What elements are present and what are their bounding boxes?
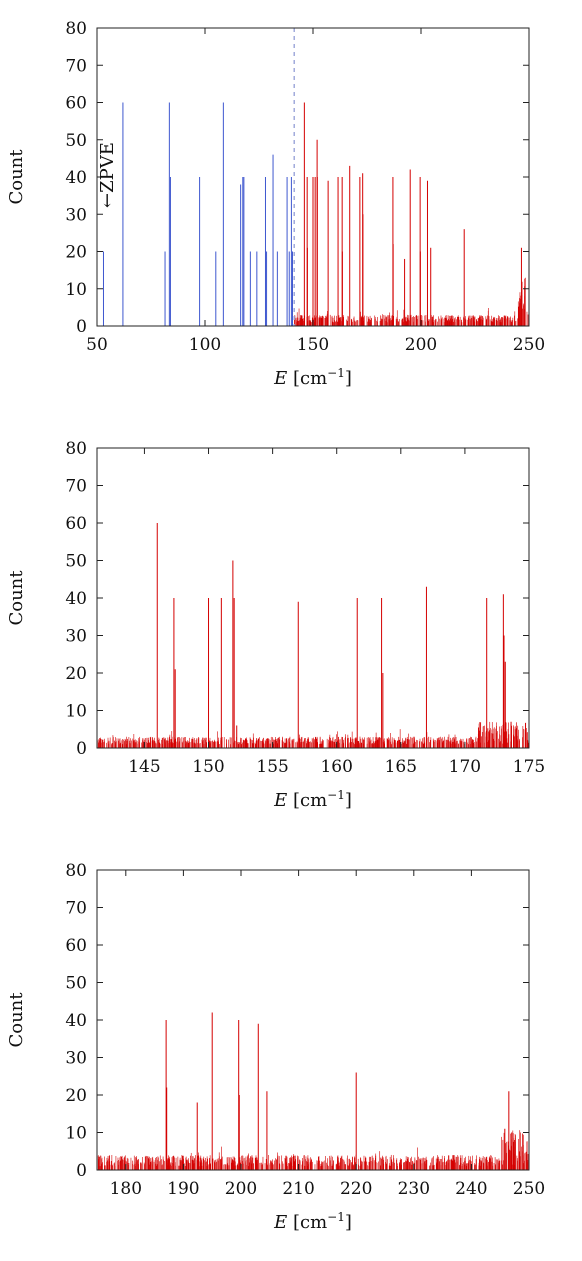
y-tick-label: 40 <box>65 589 87 609</box>
x-tick-label: 200 <box>405 335 437 355</box>
y-axis-label: Count <box>6 992 27 1048</box>
y-tick-label: 50 <box>65 974 87 994</box>
x-axis-label: E [cm−1] <box>273 788 352 811</box>
x-tick-label: 150 <box>192 757 224 777</box>
y-tick-label: 0 <box>76 1161 87 1181</box>
x-tick-label: 180 <box>110 1179 142 1199</box>
plot-area <box>102 28 529 326</box>
x-axis-label: E [cm−1] <box>273 1210 352 1233</box>
x-tick-label: 150 <box>297 335 329 355</box>
y-tick-label: 60 <box>65 514 87 534</box>
x-tick-label: 175 <box>513 757 545 777</box>
plot-frame <box>96 869 530 1171</box>
y-tick-label: 80 <box>65 861 87 881</box>
chart-panel-1: 0 10 20 30 40 50 60 70 80 50 100 150 200 250 Count E [c… <box>6 19 545 389</box>
y-tick-label: 10 <box>65 702 87 722</box>
x-tick-label: 230 <box>398 1179 430 1199</box>
y-axis-label: Count <box>6 149 27 205</box>
x-tick-label: 50 <box>86 335 108 355</box>
x-tick-label: 100 <box>189 335 221 355</box>
x-tick-label: 220 <box>340 1179 372 1199</box>
y-axis-label: Count <box>6 570 27 626</box>
plot-area <box>97 523 529 748</box>
y-tick-label: 80 <box>65 439 87 459</box>
x-tick-label: 190 <box>167 1179 199 1199</box>
y-tick-label: 0 <box>76 739 87 759</box>
y-tick-label: 70 <box>65 477 87 497</box>
y-tick-label: 40 <box>65 1011 87 1031</box>
y-tick-label: 50 <box>65 552 87 572</box>
x-tick-label: 170 <box>449 757 481 777</box>
zpve-annotation: ←ZPVE <box>97 142 118 208</box>
y-tick-label: 10 <box>65 280 87 300</box>
y-tick-label: 40 <box>65 168 87 188</box>
y-tick-label: 70 <box>65 899 87 919</box>
x-tick-label: 160 <box>320 757 352 777</box>
y-tick-label: 20 <box>65 664 87 684</box>
plot-frame <box>96 447 530 749</box>
x-tick-label: 210 <box>282 1179 314 1199</box>
y-tick-label: 30 <box>65 627 87 647</box>
x-axis-label: E [cm−1] <box>273 366 352 389</box>
y-tick-label: 30 <box>65 1049 87 1069</box>
x-tick-label: 250 <box>513 1179 545 1199</box>
y-tick-label: 30 <box>65 205 87 225</box>
y-tick-label: 60 <box>65 936 87 956</box>
chart-panel-2: 0 10 20 30 40 50 60 70 80 145 150 155 160 165 170 175 Co… <box>6 439 545 811</box>
y-tick-label: 20 <box>65 1086 87 1106</box>
y-tick-label: 10 <box>65 1124 87 1144</box>
x-tick-label: 240 <box>455 1179 487 1199</box>
y-tick-label: 60 <box>65 94 87 114</box>
y-tick-label: 70 <box>65 56 87 76</box>
chart-panel-3: 0 10 20 30 40 50 60 70 80 180 190 200 210 220 230 240 25… <box>6 861 545 1233</box>
plot-area <box>97 1012 529 1170</box>
y-tick-label: 50 <box>65 131 87 151</box>
y-tick-label: 0 <box>76 317 87 337</box>
x-tick-label: 250 <box>513 335 545 355</box>
y-tick-label: 20 <box>65 243 87 263</box>
x-tick-label: 145 <box>128 757 160 777</box>
x-tick-label: 200 <box>225 1179 257 1199</box>
y-tick-label: 80 <box>65 19 87 39</box>
x-tick-label: 165 <box>385 757 417 777</box>
x-tick-label: 155 <box>256 757 288 777</box>
